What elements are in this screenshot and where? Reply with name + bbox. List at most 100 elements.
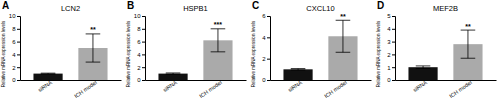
y-tick: 10 [134, 13, 145, 19]
error-bar-cap [336, 20, 351, 21]
marks [158, 29, 232, 80]
y-tick: 2 [262, 56, 270, 62]
significance-label: ** [340, 13, 346, 20]
y-tick-label: 1 [387, 65, 391, 71]
y-tick-mark [267, 37, 270, 38]
y-tick: 5 [387, 13, 395, 19]
y-axis: 0246810 [9, 13, 21, 83]
y-axis-line [142, 17, 146, 81]
error-bar-stem [342, 20, 343, 52]
y-tick-mark [392, 80, 395, 81]
error-bar [336, 20, 351, 52]
y-tick: 0 [12, 77, 20, 83]
significance-label: *** [214, 21, 222, 28]
error-bar-stem [467, 30, 468, 58]
panel-label: B [127, 0, 134, 11]
error-bar-cap [416, 65, 431, 66]
x-tick: ICH model [448, 79, 473, 99]
bar [283, 69, 312, 80]
y-tick-label: 4 [12, 52, 16, 58]
y-tick-mark [17, 54, 20, 55]
x-tick: siRNA [412, 79, 428, 93]
y-tick-mark [392, 42, 395, 43]
x-axis: siRNA ICH model [271, 79, 372, 99]
error-bar-stem [92, 34, 93, 62]
y-tick-label: 4 [387, 26, 391, 32]
y-tick-label: 8 [137, 26, 141, 32]
error-bar [291, 69, 306, 70]
error-bar-cap [291, 70, 306, 71]
y-axis-title: Relative mRNA expression levels [376, 20, 381, 87]
error-bar-stem [217, 29, 218, 52]
title: LCN2 [61, 4, 80, 13]
x-tick: siRNA [162, 79, 178, 93]
panel: 0246810siRNAICH model***HSPB1Relative mR… [126, 0, 247, 99]
y-axis-title: Relative mRNA expression levels [126, 20, 131, 87]
y-tick: 2 [137, 65, 145, 71]
x-tick: siRNA [287, 79, 303, 93]
y-tick-mark [17, 29, 20, 30]
error-bar [86, 34, 101, 62]
panel: 0 2 4 6 siRNA ICH model ** CXCL10 Relative mRNA … [251, 0, 372, 99]
x-tick: ICH model [73, 79, 98, 99]
y-tick: 4 [262, 35, 270, 41]
x-tick-label: siRNA [162, 79, 178, 93]
error-bar [211, 29, 226, 52]
y-tick: 10 [9, 13, 20, 19]
error-bar [461, 30, 476, 58]
error-bar-cap [336, 52, 351, 53]
y-tick-label: 10 [134, 13, 141, 19]
y-tick: 0 [137, 77, 145, 83]
bar [408, 67, 437, 80]
y-axis: 0246810 [134, 13, 146, 83]
x-tick-label: siRNA [287, 79, 303, 93]
title: CXCL10 [306, 4, 334, 13]
error-bar-cap [211, 28, 226, 29]
x-tick-label: ICH model [323, 79, 348, 99]
y-tick: 4 [387, 26, 395, 32]
error-bar-cap [461, 58, 476, 59]
y-tick-mark [267, 59, 270, 60]
y-tick-mark [392, 16, 395, 17]
y-tick-label: 6 [12, 39, 16, 45]
y-tick-mark [392, 67, 395, 68]
panel-label: A [2, 0, 9, 11]
x-tick-label: siRNA [37, 79, 53, 93]
y-tick: 6 [262, 13, 270, 19]
panel: 012345siRNAICH model**MEF2BRelative mRNA… [376, 0, 497, 99]
y-tick-label: 4 [262, 35, 266, 41]
error-bar-cap [291, 68, 306, 69]
error-bar-cap [41, 74, 56, 75]
y-tick: 3 [387, 39, 395, 45]
y-tick-label: 2 [262, 56, 266, 62]
plot-area: 0246810siRNAICH model*** [134, 13, 247, 99]
title: MEF2B [433, 4, 458, 13]
panel-label: C [252, 0, 259, 11]
y-axis-line [267, 17, 271, 81]
y-tick: 8 [137, 26, 145, 32]
significance-label: ** [90, 26, 96, 33]
x-tick-label: siRNA [412, 79, 428, 93]
y-tick: 2 [387, 52, 395, 58]
y-tick-mark [17, 16, 20, 17]
x-tick-label: ICH model [198, 79, 223, 99]
significance-label: ** [465, 23, 471, 30]
y-tick-mark [392, 54, 395, 55]
y-tick-mark [142, 29, 145, 30]
error-bar [416, 66, 431, 69]
y-tick-mark [392, 29, 395, 30]
error-bar-cap [166, 74, 181, 75]
y-tick: 0 [262, 77, 270, 83]
x-axis-line [146, 80, 247, 81]
y-axis-title: Relative mRNA expression levels [251, 20, 256, 87]
y-tick-mark [267, 16, 270, 17]
y-tick: 1 [387, 65, 395, 71]
bar [158, 74, 187, 80]
y-axis-line [17, 17, 21, 81]
y-tick-label: 6 [137, 39, 141, 45]
x-axis: siRNA ICH model [146, 79, 247, 99]
y-tick-label: 8 [12, 26, 16, 32]
y-tick: 6 [12, 39, 20, 45]
y-tick-mark [17, 42, 20, 43]
y-tick-label: 2 [137, 65, 141, 71]
